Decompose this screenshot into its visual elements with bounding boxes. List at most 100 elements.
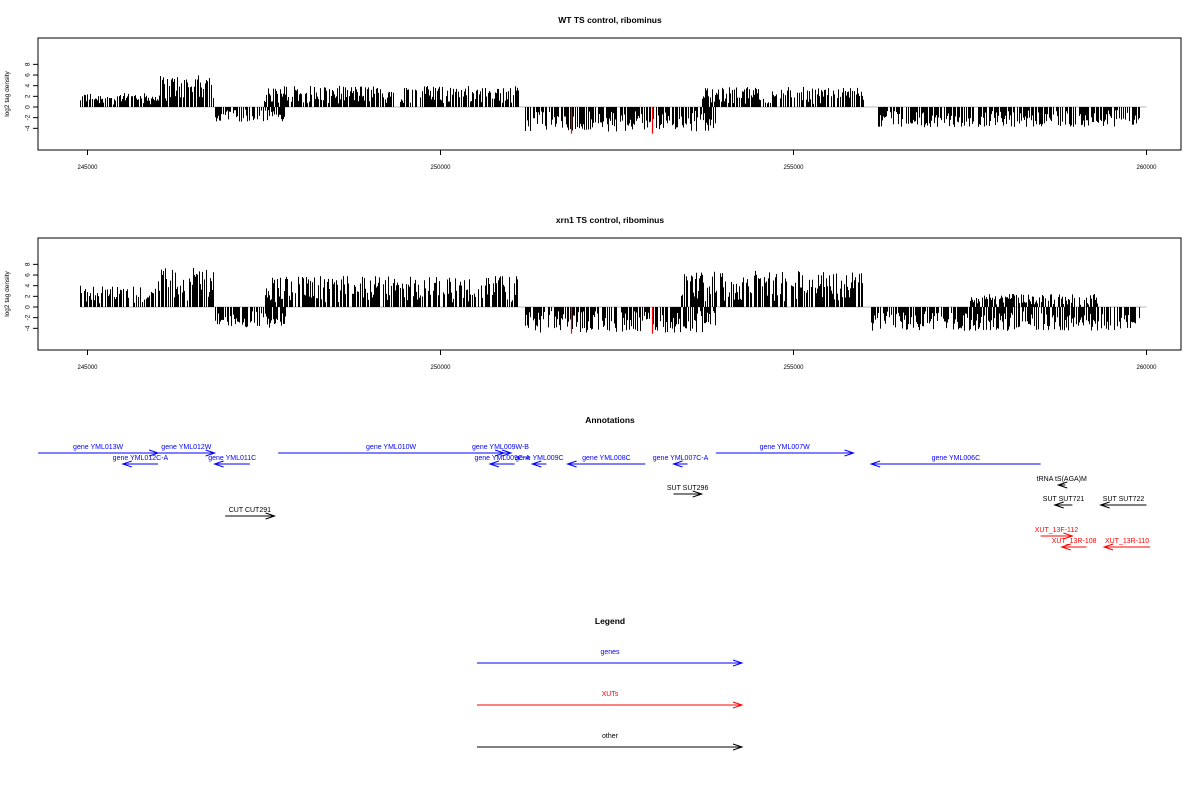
annotation-feature: tRNA tS(AGA)M [1037, 476, 1087, 489]
feature-label: SUT SUT296 [667, 485, 709, 492]
feature-label: gene YML006C [932, 455, 981, 462]
feature-label: XUT_13F-112 [1035, 527, 1079, 534]
legend-label: XUTs [602, 691, 619, 698]
annotation-feature: CUT CUT291 [225, 507, 277, 520]
legend-entries: genes XUTs other [477, 649, 744, 751]
y-tick-label: -4 [25, 125, 32, 131]
annotation-feature: gene YML012W [158, 444, 217, 457]
legend-label: other [602, 733, 619, 740]
feature-arrowhead [501, 449, 513, 457]
x-tick-label: 260000 [1136, 165, 1157, 171]
annotation-feature: gene YML009C [515, 455, 564, 468]
xrn1-y-axis-label: log2 tag density [4, 270, 11, 316]
annotation-feature: XUT_13F-112 [1035, 527, 1079, 540]
feature-label: SUT SUT722 [1103, 496, 1145, 503]
feature-label: gene YML008C [582, 455, 631, 462]
feature-arrowhead [205, 449, 217, 457]
legend-arrowhead [732, 743, 744, 751]
legend-entry: other [477, 733, 744, 751]
xrn1-x-axis: 245000 250000 255000 260000 [77, 350, 1157, 371]
feature-label: gene YML010W [366, 444, 416, 451]
xrn1-coverage-bars [80, 268, 1147, 334]
y-tick-label: 6 [25, 73, 32, 77]
y-tick-label: -2 [25, 114, 32, 120]
y-tick-label: 2 [25, 294, 32, 298]
feature-arrowhead [530, 460, 542, 468]
feature-label: gene YML012W [161, 444, 211, 451]
xrn1-plot-frame [37, 237, 1182, 351]
annotation-feature: SUT SUT722 [1099, 496, 1147, 509]
feature-label: gene YML009W-B [472, 444, 529, 451]
annotation-feature: gene YML009W-B [472, 444, 529, 457]
y-tick-label: 4 [25, 283, 32, 287]
feature-label: gene YML009C-A [475, 455, 531, 462]
annotation-feature: gene YML007W [715, 444, 856, 457]
y-tick-label: 6 [25, 273, 32, 277]
feature-arrowhead [671, 460, 683, 468]
feature-arrowhead [692, 490, 704, 498]
annotation-feature: XUT_13R-110 [1102, 538, 1151, 551]
annotation-feature: gene YML006C [869, 455, 1041, 468]
y-tick-label: 2 [25, 94, 32, 98]
annotation-feature: SUT SUT296 [667, 485, 709, 498]
wt-coverage-panel: WT TS control, ribominus 245000 250000 255… [4, 15, 1182, 171]
wt-panel-title: WT TS control, ribominus [558, 15, 662, 25]
annotation-features: gene YML013W gene YML012C-A gene YML012W ge… [38, 444, 1151, 551]
y-tick-label: 0 [25, 305, 32, 309]
feature-label: gene YML012C-A [113, 455, 169, 462]
y-tick-label: -2 [25, 314, 32, 320]
legend-entry: XUTs [477, 691, 744, 709]
feature-label: gene YML007C-A [653, 455, 709, 462]
annotation-feature: SUT SUT721 [1043, 496, 1085, 509]
feature-arrowhead [265, 512, 277, 520]
annotation-feature: gene YML012C-A [113, 455, 169, 468]
wt-plot-frame [37, 37, 1182, 151]
x-tick-label: 245000 [77, 165, 98, 171]
y-tick-label: -4 [25, 325, 32, 331]
legend-label: genes [600, 649, 620, 656]
feature-arrowhead [1060, 543, 1071, 551]
feature-arrowhead [869, 460, 881, 468]
feature-arrowhead [212, 460, 224, 468]
annotation-feature: gene YML009C-A [475, 455, 531, 468]
legend-arrowhead [732, 659, 744, 667]
feature-arrowhead [1053, 501, 1064, 509]
feature-label: tRNA tS(AGA)M [1037, 476, 1087, 483]
x-tick-label: 250000 [430, 165, 451, 171]
feature-arrowhead [1056, 481, 1068, 489]
feature-arrowhead [1099, 501, 1110, 509]
feature-label: XUT_13R-110 [1105, 538, 1149, 545]
x-tick-label: 255000 [783, 365, 804, 371]
annotation-feature: XUT_13R-108 [1052, 538, 1097, 551]
wt-coverage-bars [80, 75, 1147, 134]
annotation-feature: gene YML011C [208, 455, 256, 468]
wt-x-axis: 245000 250000 255000 260000 [77, 150, 1157, 171]
legend-entry: genes [477, 649, 744, 667]
annotation-feature: gene YML007C-A [653, 455, 709, 468]
feature-label: XUT_13R-108 [1052, 538, 1097, 545]
feature-label: gene YML011C [208, 455, 256, 462]
feature-arrowhead [1102, 543, 1114, 551]
feature-arrowhead [565, 460, 577, 468]
x-tick-label: 260000 [1136, 365, 1157, 371]
y-tick-label: 8 [25, 262, 32, 266]
feature-label: CUT CUT291 [229, 507, 271, 514]
xrn1-coverage-panel: xrn1 TS control, ribominus 245000 250000 2… [4, 215, 1182, 371]
feature-label: gene YML007W [760, 444, 810, 451]
x-tick-label: 245000 [77, 365, 98, 371]
feature-arrowhead [844, 449, 856, 457]
annotation-feature: gene YML010W [278, 444, 506, 457]
legend-arrowhead [732, 701, 744, 709]
feature-label: SUT SUT721 [1043, 496, 1085, 503]
annotation-feature: gene YML008C [565, 455, 646, 468]
feature-label: gene YML013W [73, 444, 123, 451]
y-tick-label: 8 [25, 62, 32, 66]
annotations-title: Annotations [585, 415, 635, 425]
xrn1-y-axis: 8 6 4 2 0 -2 -4 [25, 262, 38, 331]
wt-y-axis-label: log2 tag density [4, 70, 11, 116]
feature-arrowhead [1063, 532, 1074, 540]
legend-title: Legend [595, 616, 625, 626]
feature-arrowhead [488, 460, 500, 468]
